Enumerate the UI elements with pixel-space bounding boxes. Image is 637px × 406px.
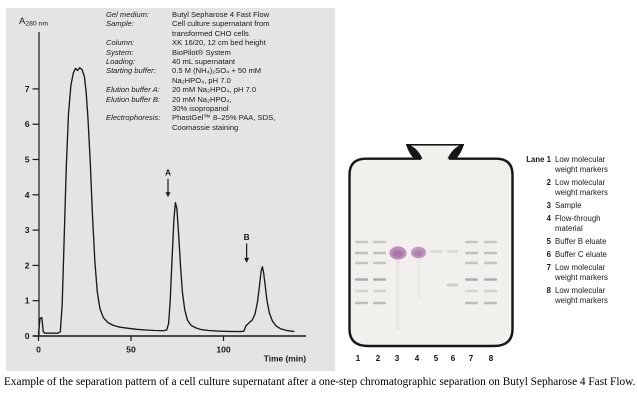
lane-legend-number: 5 — [546, 236, 551, 246]
lane-legend-description: Low molecular weight markers — [555, 263, 608, 283]
lane-legend-description: Low molecular weight markers — [555, 155, 608, 174]
gel-bands — [355, 240, 497, 330]
svg-text:3: 3 — [25, 225, 30, 235]
lane-legend-number: 6 — [546, 250, 551, 260]
spec-row: System: BioPilot® System — [106, 48, 334, 57]
lane-legend-description: Buffer B eluate — [555, 236, 607, 246]
spec-label: Elution buffer B: — [106, 94, 161, 104]
spec-value: Butyl Sepharose 4 Fast Flow — [172, 10, 270, 19]
lane-legend-description: Sample — [555, 200, 582, 210]
svg-text:6: 6 — [25, 119, 30, 129]
chart-annotations: AB — [165, 167, 250, 263]
y-axis-title: A280 nm — [19, 11, 48, 29]
spec-value: PhastGel™ 8–25% PAA, SDS, Coomassie stai… — [172, 113, 276, 132]
lane-legend-number: 3 — [546, 200, 551, 210]
lane-legend-item: 3 Sample — [521, 201, 629, 211]
run-conditions-block: Gel medium: Butyl Sepharose 4 Fast Flow Sa… — [106, 10, 334, 132]
lane-legend-description: Low molecular weight markers — [555, 177, 608, 197]
spec-label: Sample: — [106, 19, 134, 29]
lane-legend-number: Lane 1 — [526, 155, 551, 164]
svg-text:0: 0 — [36, 345, 41, 355]
svg-text:1: 1 — [356, 354, 361, 363]
spec-value: 20 mM Na₂HPO₄, pH 7.0 — [172, 85, 257, 95]
spec-label: System: — [106, 47, 134, 57]
svg-text:50: 50 — [126, 345, 136, 355]
svg-text:3: 3 — [395, 354, 400, 363]
gel-image: 1 2 3 4 5 6 7 8 — [348, 144, 514, 363]
spec-value: XK 16/20, 12 cm bed height — [172, 38, 266, 48]
svg-text:B: B — [244, 232, 250, 242]
svg-text:1: 1 — [25, 296, 30, 306]
gel-body — [348, 157, 514, 348]
lane-legend-item: 5 Buffer B eluate — [521, 237, 629, 247]
spec-row: Elution buffer B: 20 mM Na₂HPO₄, 30% isop… — [106, 95, 334, 114]
spec-label: Loading: — [106, 57, 136, 67]
lane-legend-description: Flow-through material — [555, 214, 601, 233]
lane-legend-description: Low molecular weight markers — [555, 286, 608, 305]
lane-legend-item: 8 Low molecular weight markers — [521, 286, 629, 305]
svg-text:4: 4 — [415, 354, 420, 363]
spec-row: Column: XK 16/20, 12 cm bed height — [106, 38, 334, 47]
gel-tab-hook-right — [447, 144, 464, 159]
lane-legend-number: 8 — [546, 286, 551, 296]
spec-label: Starting buffer: — [106, 66, 156, 76]
spec-label: Column: — [106, 38, 135, 48]
spec-label: Electrophoresis: — [106, 113, 161, 123]
spec-row: Sample: Cell culture supernatant from tra… — [106, 19, 334, 38]
gel-lane-numbers: 1 2 3 4 5 6 7 8 — [356, 354, 494, 363]
lane-legend-description: Buffer C eluate — [555, 250, 607, 260]
lane-legend-item: 4 Flow-through material — [521, 214, 629, 233]
spec-row: Electrophoresis: PhastGel™ 8–25% PAA, SDS… — [106, 113, 334, 132]
spec-label: Gel medium: — [106, 10, 150, 19]
y-axis-title-main: A — [19, 16, 26, 27]
svg-text:2: 2 — [376, 354, 381, 363]
spec-value: 40 mL supernatant — [172, 57, 236, 67]
spec-row: Starting buffer: 0.5 M (NH₄)₂SO₄ + 50 mM … — [106, 66, 334, 85]
spec-row: Gel medium: Butyl Sepharose 4 Fast Flow — [106, 10, 334, 19]
svg-text:100: 100 — [216, 345, 231, 355]
chart-axes: 0 1 2 3 4 5 6 7 0 50 100 — [25, 32, 306, 355]
lane-legend-item: 6 Buffer C eluate — [521, 250, 629, 260]
figure-caption: Example of the separation pattern of a c… — [4, 376, 636, 388]
svg-text:5: 5 — [434, 354, 439, 363]
svg-text:4: 4 — [25, 190, 30, 200]
spec-value: BioPilot® System — [172, 47, 231, 57]
svg-text:7: 7 — [469, 354, 474, 363]
svg-text:8: 8 — [489, 354, 494, 363]
svg-text:7: 7 — [25, 84, 30, 94]
lane-legend-number: 4 — [546, 214, 551, 224]
absorbance-trace — [37, 67, 295, 335]
svg-text:5: 5 — [25, 155, 30, 165]
svg-text:0: 0 — [25, 331, 30, 341]
lane-legend-item: 7 Low molecular weight markers — [521, 263, 629, 282]
spec-value: 0.5 M (NH₄)₂SO₄ + 50 mM Na₂HPO₄, pH 7.0 — [172, 66, 262, 85]
chromatogram-panel — [6, 8, 335, 371]
y-axis-title-subscript: 280 nm — [25, 20, 49, 28]
spec-value: 20 mM Na₂HPO₄, 30% isopropanol — [172, 94, 232, 114]
lane-legend-item: 2 Low molecular weight markers — [521, 178, 629, 197]
spec-row: Elution buffer A: 20 mM Na₂HPO₄, pH 7.0 — [106, 85, 334, 94]
svg-text:2: 2 — [25, 260, 30, 270]
spec-label: Elution buffer A: — [106, 85, 160, 95]
lane-legend-number: 2 — [546, 177, 551, 187]
spec-row: Loading: 40 mL supernatant — [106, 57, 334, 66]
svg-text:6: 6 — [451, 354, 456, 363]
spec-value: Cell culture supernatant from transforme… — [172, 19, 270, 38]
x-axis-title: Time (min) — [264, 354, 306, 364]
gel-neck-fill — [413, 146, 449, 160]
lane-legend-item: Lane 1 Low molecular weight markers — [521, 155, 629, 174]
gel-tab-hook-left — [406, 144, 423, 159]
lane-legend-number: 7 — [546, 263, 551, 273]
lane-legend: Lane 1 Low molecular weight markers 2 Low m… — [521, 155, 629, 309]
svg-text:A: A — [165, 167, 171, 177]
